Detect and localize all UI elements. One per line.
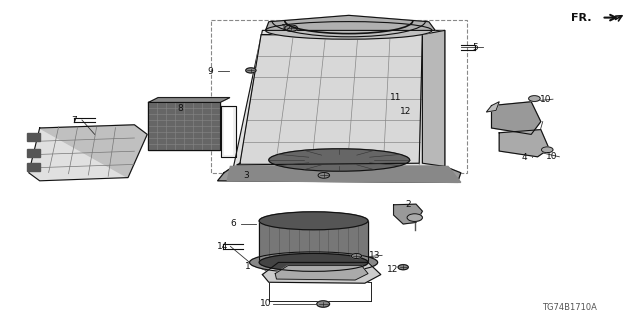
Polygon shape (40, 125, 147, 178)
Text: 8: 8 (178, 104, 183, 113)
Text: 10: 10 (540, 95, 551, 104)
Text: 9: 9 (207, 67, 212, 76)
Circle shape (317, 301, 330, 307)
Polygon shape (262, 262, 381, 283)
Polygon shape (27, 149, 40, 157)
Polygon shape (29, 125, 147, 181)
Text: 12: 12 (400, 107, 412, 116)
Polygon shape (492, 102, 541, 134)
Polygon shape (422, 30, 445, 166)
Bar (211, 20, 467, 173)
Ellipse shape (269, 149, 410, 171)
Polygon shape (259, 221, 368, 262)
Circle shape (318, 172, 330, 178)
Ellipse shape (250, 252, 378, 273)
Text: 11: 11 (390, 93, 401, 102)
Polygon shape (221, 106, 236, 157)
Text: 5: 5 (472, 43, 477, 52)
Polygon shape (394, 204, 422, 224)
Circle shape (351, 253, 362, 259)
Ellipse shape (266, 22, 432, 39)
Text: 10: 10 (546, 152, 557, 161)
Text: TG74B1710A: TG74B1710A (542, 303, 597, 312)
Text: 12: 12 (281, 24, 292, 33)
Circle shape (529, 96, 540, 101)
Circle shape (398, 265, 408, 270)
Circle shape (541, 147, 553, 153)
Text: 1: 1 (246, 262, 251, 271)
Polygon shape (227, 166, 461, 182)
Text: 14: 14 (217, 242, 228, 251)
Polygon shape (218, 166, 461, 182)
Circle shape (285, 25, 298, 31)
Polygon shape (486, 102, 499, 112)
Polygon shape (148, 102, 220, 150)
Text: FR.: FR. (571, 12, 591, 23)
Polygon shape (148, 98, 230, 102)
Text: 10: 10 (260, 300, 271, 308)
Text: 2: 2 (406, 200, 411, 209)
Polygon shape (275, 266, 368, 280)
Text: 4: 4 (522, 153, 527, 162)
Polygon shape (499, 130, 549, 157)
Text: 3: 3 (244, 171, 249, 180)
Polygon shape (27, 133, 40, 141)
Text: 12: 12 (387, 265, 398, 274)
Ellipse shape (259, 212, 368, 230)
Polygon shape (27, 163, 40, 171)
Polygon shape (224, 108, 232, 154)
Polygon shape (266, 15, 435, 30)
Polygon shape (237, 35, 422, 165)
Text: 13: 13 (369, 251, 380, 260)
Text: 6: 6 (231, 220, 236, 228)
Circle shape (246, 68, 256, 73)
Text: 7: 7 (72, 116, 77, 124)
Ellipse shape (259, 253, 368, 271)
Polygon shape (224, 30, 445, 173)
Circle shape (407, 214, 422, 221)
